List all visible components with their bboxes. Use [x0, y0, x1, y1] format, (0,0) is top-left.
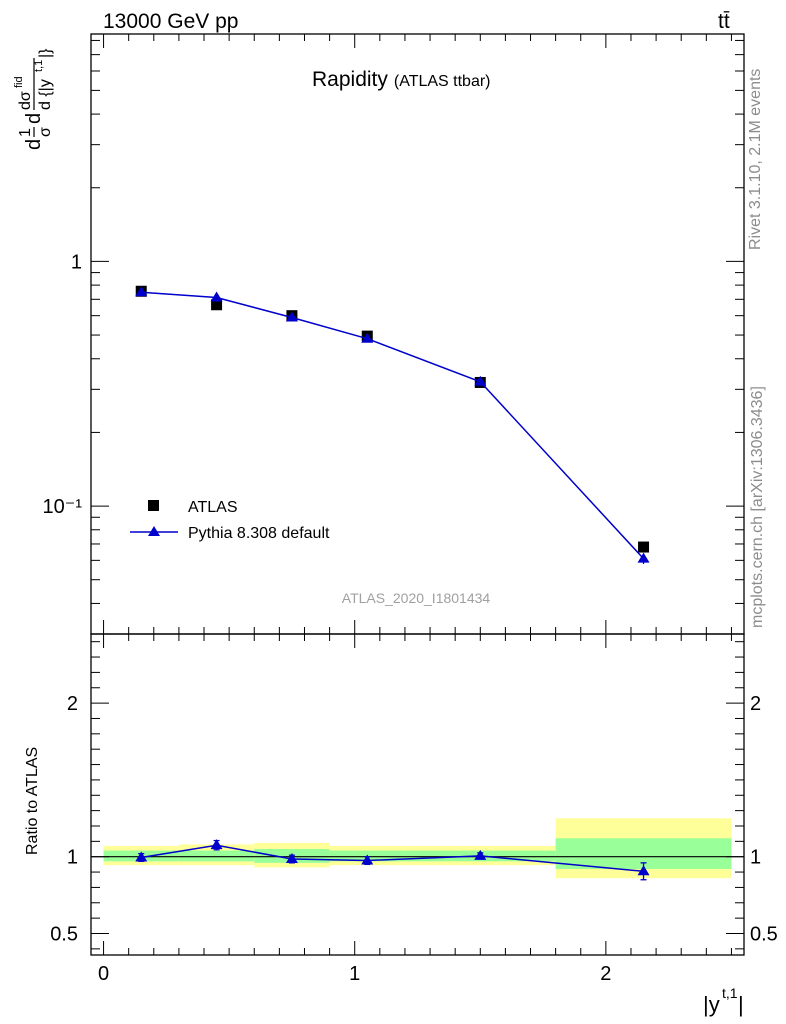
main-y-axis-label: d 1 σ d dσ fid d {|y t,1 |}: [13, 48, 54, 150]
x-axis-label: |y t,1 |: [703, 985, 744, 1017]
ratio-y-tick-label-left: 1: [67, 847, 78, 869]
legend-mc-marker: [148, 526, 160, 536]
atlas-data-point: [211, 299, 223, 311]
svg-text:fid: fid: [13, 76, 25, 88]
ratio-y-tick-label-left: 2: [67, 693, 78, 715]
pythia-point: [285, 311, 298, 322]
atlas-data-point: [638, 541, 650, 553]
energy-label: 13000 GeV pp: [103, 10, 238, 33]
ratio-point: [474, 849, 487, 860]
ratio-y-axis-label: Ratio to ATLAS: [24, 747, 41, 855]
main-y-tick-label: 1: [71, 251, 82, 273]
svg-text:t,1: t,1: [33, 60, 45, 72]
mcplots-site-label: mcplots.cern.ch [arXiv:1306.3436]: [749, 386, 766, 628]
ratio-point: [210, 839, 223, 850]
x-tick-label: 0: [98, 963, 109, 985]
svg-text:dσ: dσ: [17, 91, 34, 110]
pythia-point: [637, 552, 650, 563]
ratio-y-tick-label-right: 2: [750, 693, 761, 715]
svg-text:d: d: [23, 113, 45, 124]
x-tick-label: 2: [600, 963, 611, 985]
plot-title: Rapidity (ATLAS ttbar): [312, 68, 491, 91]
ratio-band-inner-1: [178, 850, 255, 862]
ratio-y-tick-label-left: 0.5: [50, 923, 78, 945]
ratio-point: [285, 853, 298, 864]
analysis-id-label: ATLAS_2020_I1801434: [342, 590, 491, 606]
pythia-point: [135, 286, 148, 297]
main-panel: 1 10⁻¹: [43, 33, 745, 635]
ratio-line: [141, 844, 644, 873]
pythia-point: [210, 291, 223, 302]
legend-mc-label: Pythia 8.308 default: [188, 525, 330, 542]
pythia-line: [141, 291, 645, 560]
legend-data-marker: [148, 500, 159, 511]
ratio-point: [637, 865, 650, 876]
svg-text:1: 1: [17, 128, 34, 137]
legend-data-label: ATLAS: [188, 499, 238, 516]
main-y-tick-label: 10⁻¹: [43, 496, 83, 518]
svg-text:d: d: [23, 139, 45, 150]
ratio-point: [135, 851, 148, 862]
x-tick-label: 1: [349, 963, 360, 985]
pythia-point: [361, 332, 374, 343]
ratio-panel: 0 1 2 0.5 0.5 1 1 2 2: [50, 633, 778, 985]
pythia-point: [474, 375, 487, 386]
svg-text:|}: |}: [37, 48, 54, 58]
svg-text:|: |: [738, 992, 744, 1017]
ratio-y-tick-label-right: 1: [750, 847, 761, 869]
svg-text:d {|y: d {|y: [37, 79, 54, 110]
process-label: tt̄: [718, 10, 730, 33]
svg-text:σ: σ: [37, 127, 54, 137]
legend: ATLAS Pythia 8.308 default: [130, 499, 330, 542]
svg-text:t,1: t,1: [722, 985, 738, 1001]
ratio-point: [361, 854, 374, 865]
rivet-version-label: Rivet 3.1.10, 2.1M events: [747, 69, 764, 250]
ratio-y-tick-label-right: 0.5: [750, 923, 778, 945]
ratio-frame: [90, 633, 745, 956]
svg-text:|y: |y: [703, 992, 720, 1017]
